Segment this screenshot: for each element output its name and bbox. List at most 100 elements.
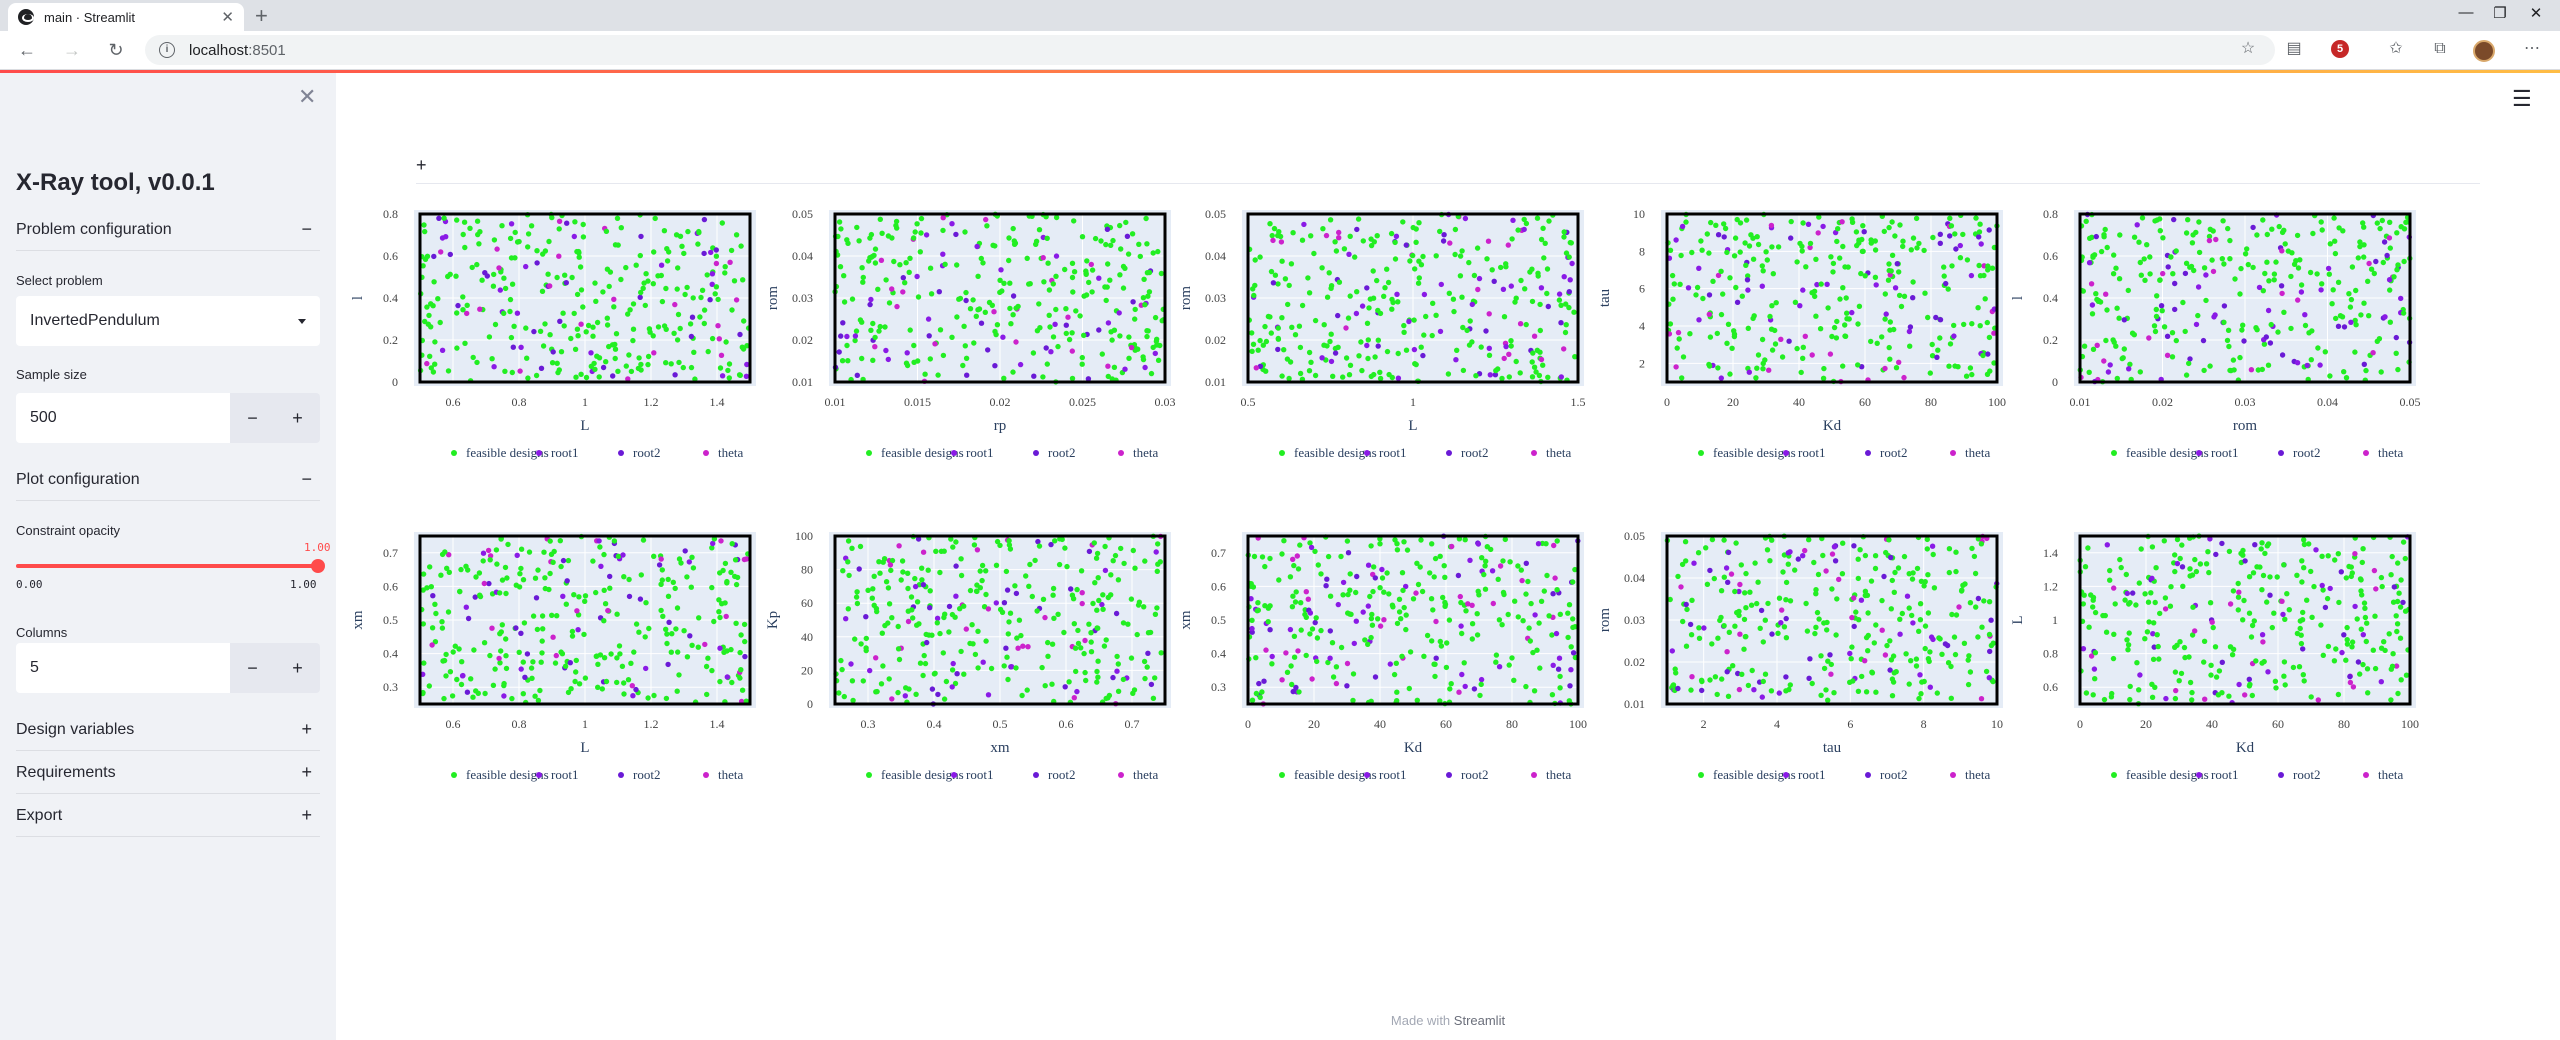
legend-item[interactable]: theta [1133, 767, 1158, 782]
legend-item[interactable]: theta [1546, 767, 1571, 782]
columns-increment-button[interactable]: + [275, 643, 320, 693]
legend-item[interactable]: feasible designs [881, 767, 964, 782]
profile-avatar[interactable] [2473, 40, 2495, 62]
legend-item[interactable]: feasible designs [466, 767, 549, 782]
legend[interactable]: feasible designs root1 root2 theta [1698, 445, 1990, 460]
browser-tab[interactable]: main · Streamlit ✕ [8, 3, 244, 31]
legend-item[interactable]: theta [718, 767, 743, 782]
extension-icon[interactable]: 5 [2331, 40, 2349, 58]
site-info-icon[interactable]: i [159, 42, 175, 58]
legend-item[interactable]: theta [1965, 445, 1990, 460]
data-point [1721, 234, 1727, 240]
legend-item[interactable]: root1 [966, 767, 993, 782]
data-point [2318, 622, 2324, 628]
reading-mode-icon[interactable]: ▤ [2286, 40, 2302, 57]
legend-item[interactable]: theta [2378, 445, 2403, 460]
legend[interactable]: feasible designs root1 root2 theta [1279, 767, 1571, 782]
export-expander[interactable]: Export + [16, 795, 320, 837]
legend-item[interactable]: feasible designs [1713, 445, 1796, 460]
sample-size-decrement-button[interactable]: − [230, 393, 275, 443]
favorites-icon[interactable]: ✩ [2389, 40, 2403, 57]
legend[interactable]: feasible designs root1 root2 theta [1279, 445, 1571, 460]
plot-configuration-expander[interactable]: Plot configuration − [16, 459, 320, 501]
legend-item[interactable]: root2 [2293, 445, 2320, 460]
data-point [509, 369, 515, 376]
legend-item[interactable]: feasible designs [1713, 767, 1796, 782]
data-point [1701, 625, 1707, 631]
legend-item[interactable]: feasible designs [466, 445, 549, 460]
reload-icon[interactable]: ↻ [108, 40, 124, 60]
legend[interactable]: feasible designs root1 root2 theta [866, 445, 1158, 460]
select-problem-dropdown[interactable]: InvertedPendulum [16, 296, 320, 346]
footer-brand-link[interactable]: Streamlit [1453, 1013, 1506, 1028]
legend-item[interactable]: root2 [633, 445, 660, 460]
columns-decrement-button[interactable]: − [230, 643, 275, 693]
add-plot-button[interactable]: + [416, 155, 427, 175]
legend-item[interactable]: root2 [1880, 445, 1907, 460]
legend[interactable]: feasible designs root1 root2 theta [866, 767, 1158, 782]
close-tab-icon[interactable]: ✕ [221, 8, 234, 26]
legend-item[interactable]: root1 [551, 767, 578, 782]
close-window-icon[interactable]: ✕ [2529, 5, 2543, 22]
legend-item[interactable]: feasible designs [1294, 767, 1377, 782]
legend-item[interactable]: root2 [2293, 767, 2320, 782]
legend-item[interactable]: root2 [1461, 767, 1488, 782]
legend-item[interactable]: theta [1133, 445, 1158, 460]
legend[interactable]: feasible designs root1 root2 theta [2111, 445, 2403, 460]
legend[interactable]: feasible designs root1 root2 theta [1698, 767, 1990, 782]
minimize-icon[interactable]: — [2458, 4, 2474, 21]
back-icon[interactable]: ← [18, 40, 36, 60]
legend-item[interactable]: root1 [551, 445, 578, 460]
data-point [982, 309, 988, 315]
address-bar[interactable]: i localhost :8501 [145, 35, 2275, 65]
legend[interactable]: feasible designs root1 root2 theta [451, 767, 743, 782]
legend-item[interactable]: theta [2378, 767, 2403, 782]
legend-item[interactable]: feasible designs [2126, 445, 2209, 460]
design-variables-expander[interactable]: Design variables + [16, 709, 320, 751]
legend-item[interactable]: theta [1546, 445, 1571, 460]
legend-item[interactable]: theta [1965, 767, 1990, 782]
sample-size-increment-button[interactable]: + [275, 393, 320, 443]
hamburger-menu-icon[interactable]: ☰ [2512, 86, 2532, 111]
restore-icon[interactable]: ❐ [2493, 5, 2507, 22]
legend-item[interactable]: root1 [1379, 767, 1406, 782]
data-point [1507, 559, 1513, 565]
legend-item[interactable]: root1 [1798, 445, 1825, 460]
legend[interactable]: feasible designs root1 root2 theta [451, 445, 743, 460]
sample-size-field[interactable]: 500 [16, 393, 230, 443]
legend-item[interactable]: feasible designs [1294, 445, 1377, 460]
legend-item[interactable]: root1 [1798, 767, 1825, 782]
more-menu-icon[interactable]: ⋯ [2524, 40, 2540, 57]
problem-configuration-expander[interactable]: Problem configuration − [16, 209, 320, 251]
data-point [521, 620, 528, 626]
collections-icon[interactable]: ⧉ [2434, 40, 2446, 57]
legend-item[interactable]: feasible designs [881, 445, 964, 460]
columns-field[interactable]: 5 [16, 643, 230, 693]
data-point [1728, 571, 1735, 577]
close-sidebar-icon[interactable]: ✕ [298, 84, 317, 109]
legend-item[interactable]: root1 [2211, 767, 2238, 782]
data-point [665, 576, 671, 583]
legend-item[interactable]: root1 [966, 445, 993, 460]
legend-item[interactable]: root2 [1048, 445, 1075, 460]
legend[interactable]: feasible designs root1 root2 theta [2111, 767, 2403, 782]
constraint-opacity-slider-track[interactable] [16, 564, 320, 568]
data-point [615, 368, 621, 374]
new-tab-icon[interactable]: + [255, 3, 268, 28]
legend-item[interactable]: root2 [1048, 767, 1075, 782]
legend-item[interactable]: root2 [633, 767, 660, 782]
data-point [1377, 623, 1384, 629]
y-axis-label: xm [350, 610, 366, 630]
data-point [719, 373, 726, 379]
legend-item[interactable]: feasible designs [2126, 767, 2209, 782]
constraint-box [1665, 534, 1999, 706]
bookmark-star-icon[interactable]: ☆ [2240, 40, 2256, 57]
legend-item[interactable]: theta [718, 445, 743, 460]
requirements-expander[interactable]: Requirements + [16, 752, 320, 794]
constraint-opacity-slider-thumb[interactable] [311, 559, 325, 573]
legend-item[interactable]: root1 [2211, 445, 2238, 460]
forward-icon[interactable]: → [63, 40, 81, 60]
legend-item[interactable]: root2 [1461, 445, 1488, 460]
legend-item[interactable]: root2 [1880, 767, 1907, 782]
legend-item[interactable]: root1 [1379, 445, 1406, 460]
